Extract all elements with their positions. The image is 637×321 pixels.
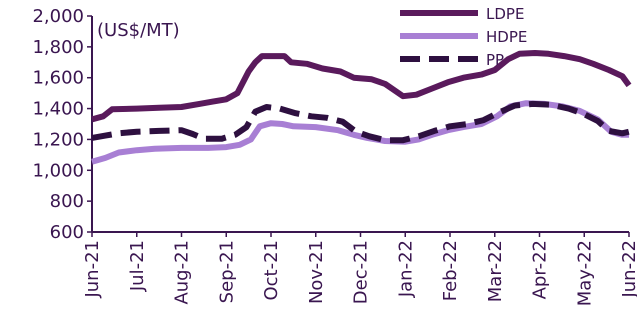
x-tick-group: Jun-21 Jul-21 Aug-21 Sep-21 Oct-21 Nov-21 Dec-… — [82, 232, 637, 306]
legend-label-pp: PP — [486, 51, 504, 69]
x-tick-label: Jun-22 — [619, 240, 637, 299]
x-tick-label: Apr-22 — [530, 240, 551, 299]
x-tick-label: Jan-22 — [395, 240, 416, 298]
y-tick-label: 800 — [50, 191, 84, 212]
x-tick-label: Sep-21 — [216, 240, 237, 303]
legend-label-hdpe: HDPE — [486, 28, 527, 46]
y-tick-label: 1,200 — [32, 129, 84, 150]
chart-axes — [91, 16, 629, 233]
x-tick-label: Feb-22 — [440, 240, 461, 301]
y-tick-label: 1,400 — [32, 99, 84, 120]
legend-label-ldpe: LDPE — [486, 5, 524, 23]
x-tick-label: May-22 — [574, 240, 595, 306]
x-tick-label: Nov-21 — [306, 240, 327, 304]
series-group — [91, 50, 632, 165]
y-tick-label: 2,000 — [32, 6, 84, 27]
x-tick-label: Jun-21 — [82, 240, 103, 299]
series-line-pp — [91, 100, 630, 144]
y-tick-label: 1,600 — [32, 68, 84, 89]
x-tick-label: Jul-21 — [127, 240, 148, 292]
series-line-ldpe — [91, 50, 632, 123]
x-tick-label: Mar-22 — [485, 240, 506, 302]
y-tick-group: 600 800 1,000 1,200 1,400 1,600 1,800 2,000 — [32, 6, 92, 243]
y-tick-label: 1,000 — [32, 160, 84, 181]
x-tick-label: Aug-21 — [172, 240, 193, 305]
y-tick-label: 600 — [50, 222, 84, 243]
x-tick-label: Oct-21 — [261, 240, 282, 301]
unit-label: (US$/MT) — [97, 20, 180, 41]
x-tick-label: Dec-21 — [351, 240, 372, 304]
series-line-hdpe — [91, 100, 629, 165]
y-tick-label: 1,800 — [32, 37, 84, 58]
legend: LDPE HDPE PP — [400, 5, 527, 69]
